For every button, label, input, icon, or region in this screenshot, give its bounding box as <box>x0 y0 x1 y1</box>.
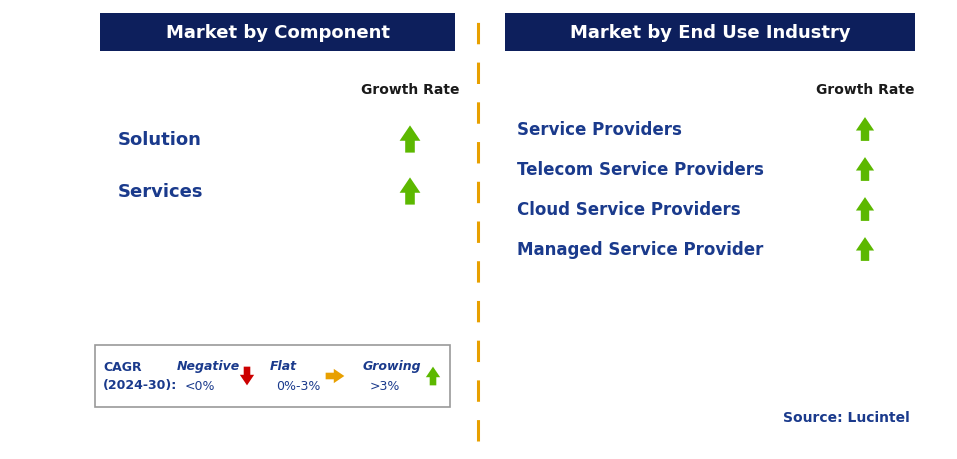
Text: Source: Lucintel: Source: Lucintel <box>783 410 910 424</box>
Polygon shape <box>856 238 874 261</box>
Polygon shape <box>240 367 255 386</box>
Polygon shape <box>856 158 874 181</box>
Text: Service Providers: Service Providers <box>517 121 682 139</box>
Text: Negative: Negative <box>177 360 240 373</box>
Polygon shape <box>856 118 874 141</box>
Text: Market by End Use Industry: Market by End Use Industry <box>569 24 851 42</box>
Text: Growth Rate: Growth Rate <box>815 83 914 97</box>
Text: Telecom Service Providers: Telecom Service Providers <box>517 161 764 179</box>
Text: Growing: Growing <box>363 360 422 373</box>
Polygon shape <box>400 178 420 205</box>
FancyBboxPatch shape <box>100 14 455 52</box>
FancyBboxPatch shape <box>505 14 915 52</box>
Text: CAGR: CAGR <box>103 361 142 374</box>
Polygon shape <box>426 367 440 386</box>
Text: Flat: Flat <box>270 360 297 373</box>
Text: Market by Component: Market by Component <box>166 24 389 42</box>
Polygon shape <box>856 198 874 221</box>
FancyBboxPatch shape <box>95 345 450 407</box>
Text: 0%-3%: 0%-3% <box>276 380 321 392</box>
Text: Solution: Solution <box>118 131 202 149</box>
Text: (2024-30):: (2024-30): <box>103 379 177 392</box>
Text: Managed Service Provider: Managed Service Provider <box>517 241 764 258</box>
Polygon shape <box>325 369 345 383</box>
Text: <0%: <0% <box>185 380 215 392</box>
Text: >3%: >3% <box>370 380 400 392</box>
Polygon shape <box>400 126 420 153</box>
Text: Services: Services <box>118 183 204 201</box>
Text: Growth Rate: Growth Rate <box>361 83 459 97</box>
Text: Cloud Service Providers: Cloud Service Providers <box>517 201 741 218</box>
